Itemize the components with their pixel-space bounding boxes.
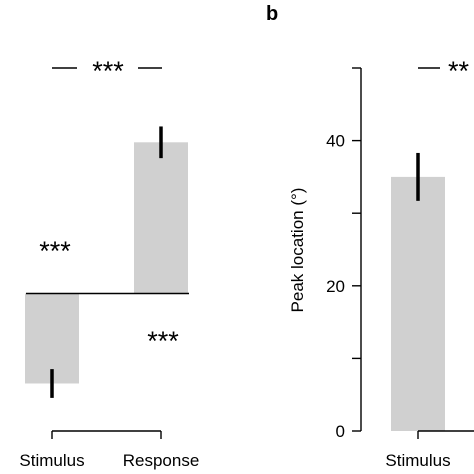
- sig-below-zero-label: ***: [147, 326, 179, 356]
- panel-b: b ** 0 20 40 Peak location (°) Stimulus: [266, 3, 474, 470]
- panel-a: *** *** *** Stimulus Response: [19, 56, 199, 470]
- x-label-a-stimulus: Stimulus: [19, 451, 84, 470]
- sig-top-label: ***: [92, 56, 124, 86]
- y-axis-title-b: Peak location (°): [288, 188, 307, 313]
- y-tick-label-b-40: 40: [326, 132, 345, 151]
- sig-top-label-b: **: [448, 56, 470, 86]
- sig-above-zero-label: ***: [39, 236, 71, 266]
- bar-a-stimulus: [25, 293, 79, 384]
- y-tick-label-b-0: 0: [336, 422, 345, 441]
- error-bars-a: [50, 126, 163, 398]
- x-label-b-stimulus: Stimulus: [385, 451, 450, 470]
- panel-label-b: b: [266, 3, 278, 25]
- bars-b: [391, 176, 445, 431]
- y-tick-label-b-20: 20: [326, 277, 345, 296]
- bar-a-response: [134, 142, 188, 294]
- x-label-a-response: Response: [123, 451, 200, 470]
- bars-a: [25, 142, 188, 384]
- bar-b-stimulus: [391, 176, 445, 431]
- y-ticks-b: 0 20 40: [326, 67, 361, 441]
